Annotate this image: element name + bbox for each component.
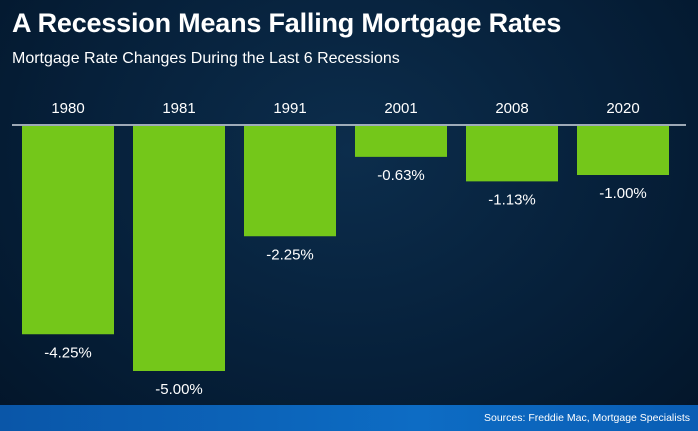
chart-title: A Recession Means Falling Mortgage Rates <box>12 8 562 38</box>
footer-bar: Sources: Freddie Mac, Mortgage Specialis… <box>0 405 698 431</box>
category-label-1981: 1981 <box>162 100 195 117</box>
source-credit: Sources: Freddie Mac, Mortgage Specialis… <box>483 412 690 424</box>
bar-1991 <box>244 126 336 237</box>
category-label-2008: 2008 <box>495 100 528 117</box>
data-label-2001: -0.63% <box>377 167 425 184</box>
data-label-1980: -4.25% <box>44 344 92 361</box>
bar-chart: 1980 -4.25% 1981 -5.00% 1991 -2.25% 2001 -0.63%… <box>12 100 686 398</box>
bar-1980 <box>22 126 114 335</box>
data-label-2008: -1.13% <box>488 191 536 208</box>
bar-2001 <box>355 126 447 157</box>
bar-2008 <box>466 126 558 182</box>
chart-subtitle: Mortgage Rate Changes During the Last 6 … <box>12 50 400 67</box>
bar-2020 <box>577 126 669 175</box>
category-label-1980: 1980 <box>51 100 84 117</box>
bar-1981 <box>133 126 225 371</box>
category-label-2020: 2020 <box>606 100 639 117</box>
data-label-2020: -1.00% <box>599 185 647 202</box>
category-label-1991: 1991 <box>273 100 306 117</box>
data-label-1991: -2.25% <box>266 246 314 263</box>
bar-series: 1980 -4.25% 1981 -5.00% 1991 -2.25% 2001 -0.63%… <box>22 100 669 398</box>
category-label-2001: 2001 <box>384 100 417 117</box>
data-label-1981: -5.00% <box>155 381 203 398</box>
